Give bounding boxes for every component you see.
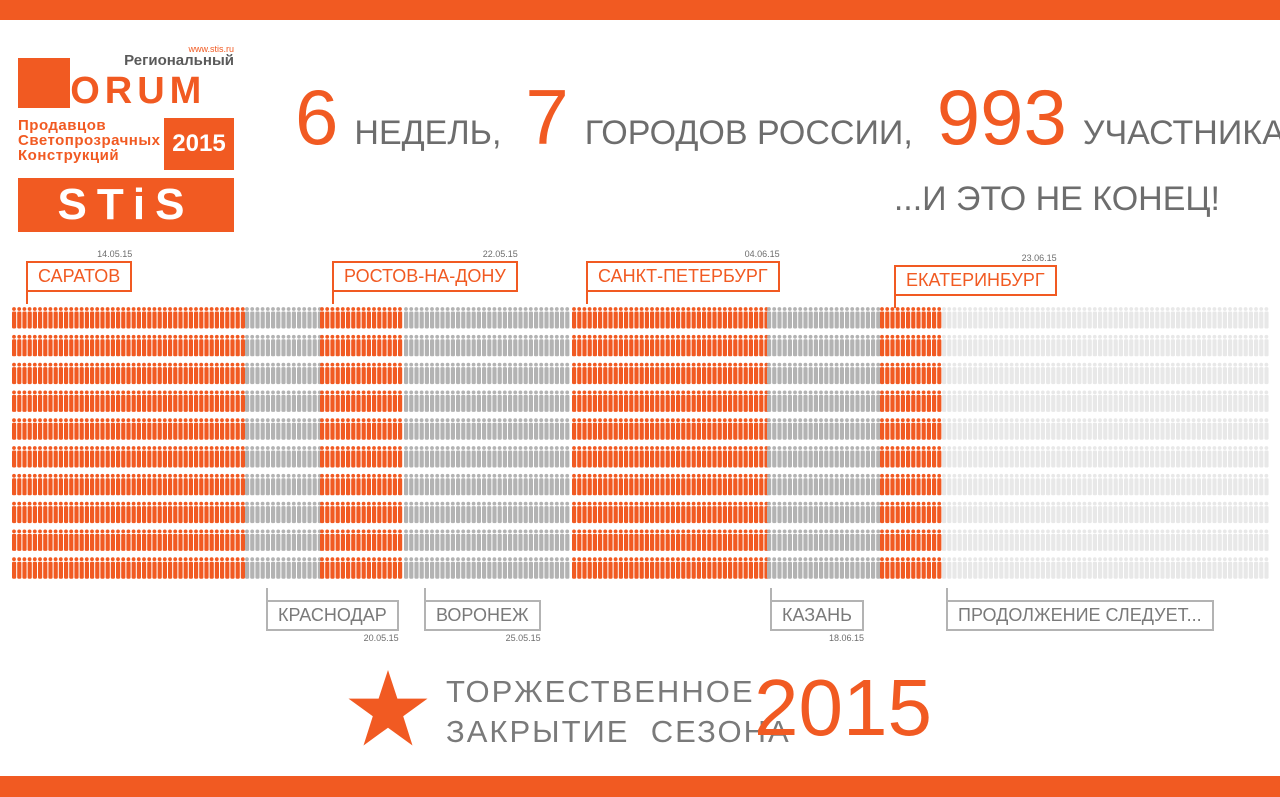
participants-segment — [12, 307, 245, 579]
participants-label: участника... — [1082, 114, 1280, 152]
participants-segment — [942, 307, 1269, 579]
participants-segment — [320, 307, 403, 579]
city-name: САНКТ-ПЕТЕРБУРГ — [586, 261, 780, 292]
city-callout-krasnodar: КРАСНОДАР 20.05.15 — [266, 588, 399, 643]
city-name: КАЗАНЬ — [770, 600, 864, 631]
logo-regional: Региональный — [124, 52, 234, 69]
logo-line-2: Светопрозрачных — [18, 132, 161, 149]
city-name: ПРОДОЛЖЕНИЕ СЛЕДУЕТ... — [946, 600, 1214, 631]
callout-pointer — [26, 292, 28, 304]
participants-segment — [880, 307, 942, 579]
city-name: РОСТОВ-НА-ДОНУ — [332, 261, 518, 292]
city-date: 25.05.15 — [505, 633, 541, 643]
participants-icons — [12, 307, 1269, 579]
city-name: САРАТОВ — [26, 261, 133, 292]
city-date: 22.05.15 — [482, 249, 518, 259]
callout-pointer — [770, 588, 772, 600]
logo-subtitle: Продавцов Светопрозрачных Конструкций — [18, 118, 161, 163]
city-name: ВОРОНЕЖ — [424, 600, 541, 631]
city-callout-rostov: РОСТОВ-НА-ДОНУ 22.05.15 — [332, 249, 518, 304]
city-date: 20.05.15 — [363, 633, 399, 643]
callout-pointer — [332, 292, 334, 304]
logo-forum-block — [18, 58, 70, 108]
city-callout-voronezh: ВОРОНЕЖ 25.05.15 — [424, 588, 541, 643]
callout-pointer — [946, 588, 948, 600]
headline: 6 недель, 7 городов России, 993 участник… — [295, 72, 1280, 162]
closing-line-2: ЗАКРЫТИЕ СЕЗОНА — [446, 714, 791, 749]
headline-sub: ...и это не конец! — [893, 180, 1220, 218]
city-name: КРАСНОДАР — [266, 600, 399, 631]
callout-pointer — [424, 588, 426, 600]
callout-pointer — [586, 292, 588, 304]
city-name: ЕКАТЕРИНБУРГ — [894, 265, 1057, 296]
participants-segment — [245, 307, 322, 579]
closing-year: 2015 — [754, 663, 932, 752]
participants-segment — [767, 307, 881, 579]
city-callout-spb: САНКТ-ПЕТЕРБУРГ 04.06.15 — [586, 249, 780, 304]
city-callout-to-be-continued: ПРОДОЛЖЕНИЕ СЛЕДУЕТ... — [946, 588, 1214, 631]
city-date: 14.05.15 — [97, 249, 133, 259]
callout-pointer — [266, 588, 268, 600]
closing-text: ТОРЖЕСТВЕННОЕ ЗАКРЫТИЕ СЕЗОНА — [446, 672, 791, 752]
city-callout-kazan: КАЗАНЬ 18.06.15 — [770, 588, 864, 643]
logo-brand: STiS — [18, 178, 234, 232]
participants-grid — [11, 306, 1270, 584]
forum-logo: www.stis.ru Региональный FORUM Продавцов… — [18, 44, 236, 232]
weeks-count: 6 — [295, 73, 339, 161]
weeks-label: недель, — [354, 114, 502, 152]
star-icon — [348, 670, 428, 746]
city-date: 18.06.15 — [828, 633, 864, 643]
logo-line-1: Продавцов — [18, 117, 107, 134]
bottom-stripe — [0, 776, 1280, 797]
participants-count: 993 — [936, 73, 1067, 161]
cities-count: 7 — [525, 73, 569, 161]
participants-segment — [572, 307, 769, 579]
city-callout-saratov: САРАТОВ 14.05.15 — [26, 249, 133, 304]
participants-segment — [404, 307, 570, 579]
logo-forum-text: FORUM — [42, 70, 207, 112]
city-date: 23.06.15 — [1021, 253, 1057, 263]
cities-label: городов России, — [584, 114, 913, 152]
city-date: 04.06.15 — [744, 249, 780, 259]
closing-line-1: ТОРЖЕСТВЕННОЕ — [446, 674, 755, 709]
top-stripe — [0, 0, 1280, 20]
city-callout-ekaterinburg: ЕКАТЕРИНБУРГ 23.06.15 — [894, 253, 1057, 308]
logo-line-3: Конструкций — [18, 147, 120, 164]
logo-year: 2015 — [164, 118, 234, 170]
callout-pointer — [894, 296, 896, 308]
logo-url: www.stis.ru — [188, 44, 234, 54]
